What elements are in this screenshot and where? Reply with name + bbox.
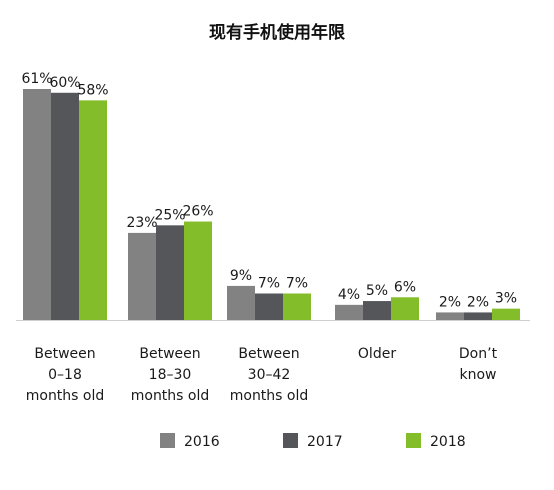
legend-item-2018: 2018 xyxy=(406,433,466,450)
value-label-2017-cat-4: 5% xyxy=(366,283,388,299)
bar-2017-cat-1 xyxy=(51,92,79,320)
bar-2018-cat-1 xyxy=(79,100,107,320)
value-label-2018-cat-4: 6% xyxy=(394,279,416,295)
legend-label-2018: 2018 xyxy=(430,434,466,450)
bar-2018-cat-4 xyxy=(391,297,419,320)
category-label-5: Don’t know xyxy=(459,346,498,383)
legend-item-2016: 2016 xyxy=(160,433,220,450)
legend: 2016 2017 2018 xyxy=(160,433,466,450)
value-labels-group: 61%60%58% 23%25%26% 9% 7% 7% 4% 5% 6% 2% 2% 3% xyxy=(21,71,517,310)
value-label-2017-cat-3: 7% xyxy=(258,275,280,291)
value-label-2017-cat-1: 60% xyxy=(49,75,80,91)
category-label-3: Between 30–42 months old xyxy=(230,346,309,404)
value-label-2017-cat-5: 2% xyxy=(467,294,489,310)
legend-item-2017: 2017 xyxy=(283,433,343,450)
category-label-2: Between 18–30 months old xyxy=(131,346,210,404)
bars-group xyxy=(23,89,520,320)
value-label-2016-cat-3: 9% xyxy=(230,268,252,284)
bar-2017-cat-2 xyxy=(156,225,184,320)
category-label-1: Between 0–18 months old xyxy=(26,346,105,404)
category-label-4: Older xyxy=(358,346,396,362)
legend-label-2017: 2017 xyxy=(307,434,343,450)
bar-2017-cat-3 xyxy=(255,293,283,320)
chart-title: 现有手机使用年限 xyxy=(209,22,345,43)
value-label-2016-cat-1: 61% xyxy=(21,71,52,87)
bar-2017-cat-5 xyxy=(464,312,492,320)
value-label-2018-cat-1: 58% xyxy=(77,82,108,98)
value-label-2016-cat-2: 23% xyxy=(126,215,157,231)
value-label-2016-cat-4: 4% xyxy=(338,287,360,303)
bar-2016-cat-2 xyxy=(128,232,156,320)
value-label-2018-cat-3: 7% xyxy=(286,275,308,291)
bar-2016-cat-4 xyxy=(335,304,363,320)
category-labels-group: Between 0–18 months old Between 18–30 months … xyxy=(26,346,498,404)
legend-swatch-2017 xyxy=(283,433,298,448)
value-label-2018-cat-5: 3% xyxy=(495,291,517,307)
bar-2016-cat-1 xyxy=(23,89,51,320)
legend-swatch-2018 xyxy=(406,433,421,448)
bar-2018-cat-2 xyxy=(184,221,212,320)
bar-2018-cat-5 xyxy=(492,308,520,320)
bar-2018-cat-3 xyxy=(283,293,311,320)
bar-2017-cat-4 xyxy=(363,301,391,320)
legend-label-2016: 2016 xyxy=(184,434,220,450)
bar-2016-cat-3 xyxy=(227,285,255,320)
value-label-2018-cat-2: 26% xyxy=(182,204,213,220)
legend-swatch-2016 xyxy=(160,433,175,448)
value-label-2017-cat-2: 25% xyxy=(154,207,185,223)
bar-2016-cat-5 xyxy=(436,312,464,320)
value-label-2016-cat-5: 2% xyxy=(439,294,461,310)
